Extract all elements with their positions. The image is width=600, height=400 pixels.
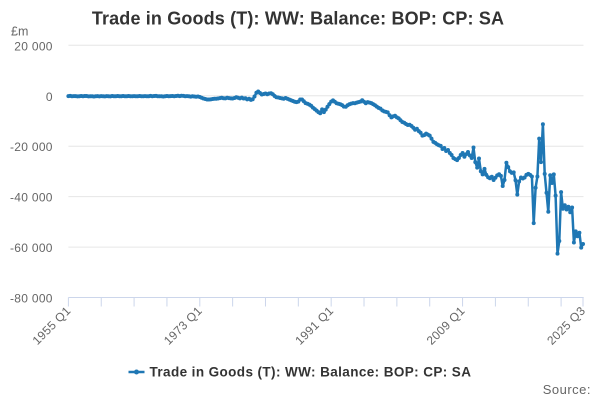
- svg-text:2025 Q3: 2025 Q3: [544, 304, 588, 348]
- svg-text:20 000: 20 000: [14, 39, 53, 53]
- svg-text:£m: £m: [11, 25, 28, 39]
- svg-text:-20 000: -20 000: [10, 140, 53, 154]
- svg-text:1973 Q1: 1973 Q1: [161, 304, 205, 348]
- svg-text:1991 Q1: 1991 Q1: [292, 304, 336, 348]
- svg-text:Trade in Goods (T): WW: Balanc: Trade in Goods (T): WW: Balance: BOP: CP…: [92, 9, 504, 29]
- svg-text:Source:: Source:: [543, 382, 591, 397]
- svg-text:2009 Q1: 2009 Q1: [424, 304, 468, 348]
- svg-text:1955 Q1: 1955 Q1: [30, 304, 74, 348]
- svg-text:0: 0: [46, 90, 53, 104]
- svg-text:-60 000: -60 000: [10, 241, 53, 255]
- svg-text:Trade in Goods (T): WW: Balanc: Trade in Goods (T): WW: Balance: BOP: CP…: [150, 365, 472, 380]
- svg-text:-40 000: -40 000: [10, 191, 53, 205]
- svg-text:-80 000: -80 000: [10, 292, 53, 306]
